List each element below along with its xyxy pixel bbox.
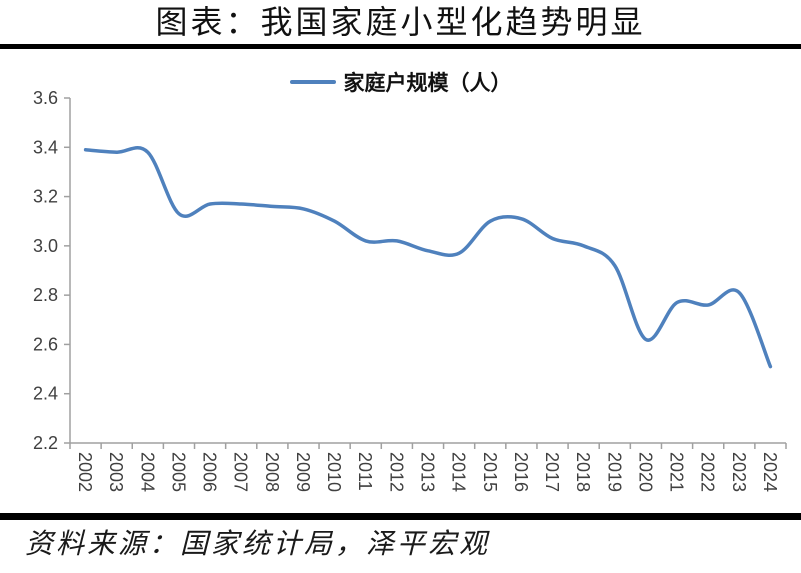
y-axis-label: 2.8 [33,285,58,305]
x-axis-label: 2019 [604,452,624,492]
x-axis-label: 2024 [760,452,780,492]
x-axis-label: 2009 [293,452,313,492]
x-axis-label: 2016 [511,452,531,492]
x-axis-label: 2005 [168,452,188,492]
y-axis-label: 3.2 [33,187,58,207]
y-axis-label: 3.6 [33,88,58,108]
source-note: 资料来源：国家统计局，泽平宏观 [25,529,491,560]
x-axis-label: 2021 [667,452,687,492]
x-axis-label: 2023 [729,452,749,492]
x-axis-label: 2014 [449,452,469,492]
x-axis-label: 2008 [262,452,282,492]
y-axis-label: 2.4 [33,384,58,404]
x-axis-label: 2022 [698,452,718,492]
x-axis-label: 2017 [542,452,562,492]
household-size-series [83,146,773,369]
title-divider-rule [0,44,801,49]
x-axis-label: 2020 [635,452,655,492]
footer-divider-rule [0,513,801,520]
x-axis-label: 2006 [200,452,220,492]
x-axis-label: 2002 [75,452,95,492]
x-axis-label: 2007 [231,452,251,492]
y-axis-label: 3.0 [33,236,58,256]
x-axis-label: 2013 [418,452,438,492]
page-title: 图表：我国家庭小型化趋势明显 [155,4,646,40]
x-axis-label: 2012 [386,452,406,492]
x-axis-label: 2010 [324,452,344,492]
y-axis-label: 2.6 [33,334,58,354]
y-axis-label: 3.4 [33,137,58,157]
x-axis-label: 2011 [355,452,375,491]
legend-line-swatch [289,80,336,84]
chart-legend: 家庭户规模（人） [0,68,801,96]
x-axis-label: 2004 [137,452,157,492]
legend-label: 家庭户规模（人） [343,71,512,95]
y-axis-label: 2.2 [33,433,58,453]
x-axis-label: 2015 [480,452,500,492]
x-axis-label: 2018 [573,452,593,492]
x-axis-label: 2003 [106,452,126,492]
